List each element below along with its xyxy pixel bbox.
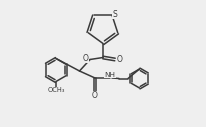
Text: O: O <box>92 91 98 100</box>
Text: O: O <box>117 54 122 64</box>
Text: NH: NH <box>104 72 116 78</box>
Text: O: O <box>83 54 89 63</box>
Text: OCH₃: OCH₃ <box>47 87 65 93</box>
Text: S: S <box>112 10 117 19</box>
